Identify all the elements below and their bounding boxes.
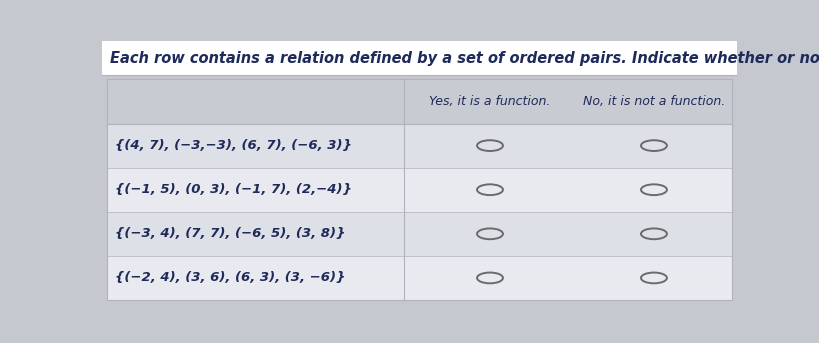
- Text: {(−3, 4), (7, 7), (−6, 5), (3, 8)}: {(−3, 4), (7, 7), (−6, 5), (3, 8)}: [115, 227, 346, 240]
- Text: {(4, 7), (−3,−3), (6, 7), (−6, 3)}: {(4, 7), (−3,−3), (6, 7), (−6, 3)}: [115, 139, 352, 152]
- Bar: [107, 123, 732, 168]
- Bar: [107, 256, 732, 300]
- Bar: [102, 41, 737, 75]
- Text: Each row contains a relation defined by a set of ordered pairs. Indicate whether: Each row contains a relation defined by …: [110, 51, 819, 66]
- Bar: [107, 212, 732, 256]
- Text: {(−1, 5), (0, 3), (−1, 7), (2,−4)}: {(−1, 5), (0, 3), (−1, 7), (2,−4)}: [115, 183, 352, 196]
- Text: Yes, it is a function.: Yes, it is a function.: [429, 95, 550, 108]
- Bar: [107, 80, 732, 300]
- Text: No, it is not a function.: No, it is not a function.: [583, 95, 725, 108]
- Bar: [107, 80, 732, 123]
- Bar: [107, 168, 732, 212]
- Text: {(−2, 4), (3, 6), (6, 3), (3, −6)}: {(−2, 4), (3, 6), (6, 3), (3, −6)}: [115, 271, 346, 284]
